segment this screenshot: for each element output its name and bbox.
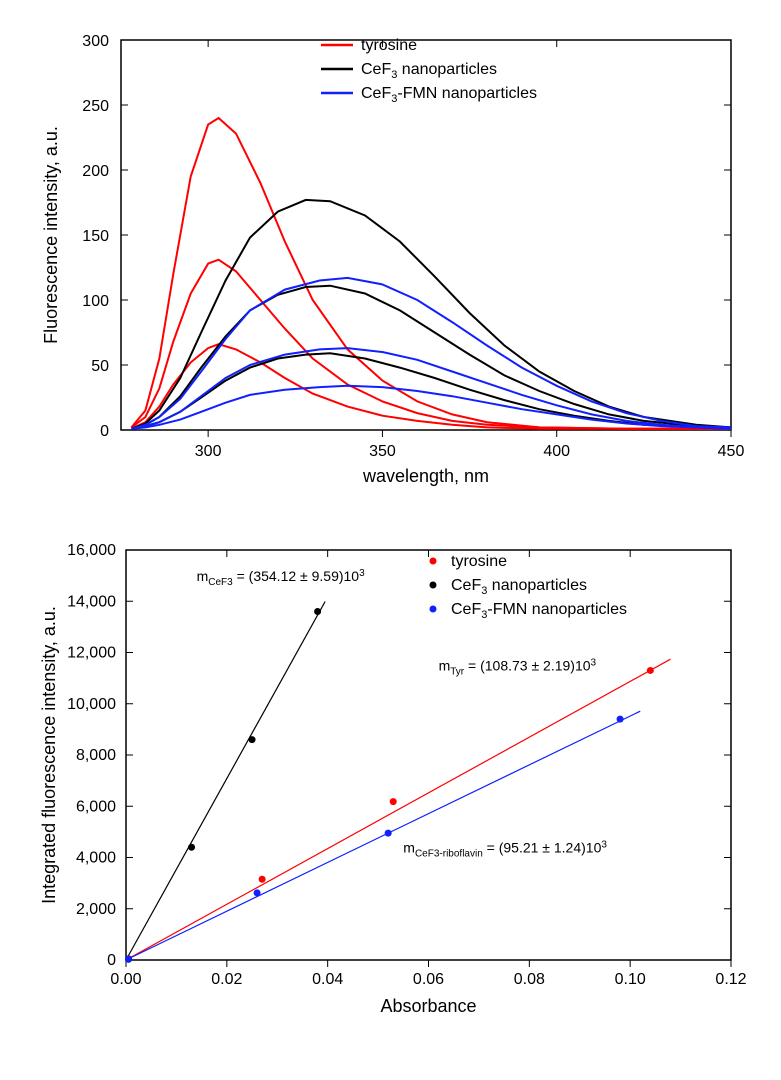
- svg-text:mTyr = (108.73 ± 2.19)103: mTyr = (108.73 ± 2.19)103: [438, 657, 596, 677]
- svg-text:4,000: 4,000: [75, 850, 115, 867]
- integrated-fluorescence-chart: 0.00 0.02 0.04 0.06 0.08 0.10 0.12 0 2,000 4,000 6…: [31, 530, 751, 1030]
- svg-text:350: 350: [369, 443, 396, 460]
- svg-text:0.10: 0.10: [614, 971, 645, 988]
- svg-text:0.00: 0.00: [110, 971, 141, 988]
- svg-text:0.04: 0.04: [312, 971, 343, 988]
- svg-text:14,000: 14,000: [67, 593, 116, 610]
- svg-text:450: 450: [717, 443, 744, 460]
- svg-text:Integrated fluorescence intens: Integrated fluorescence intensity, a.u.: [39, 606, 59, 904]
- chart1-svg: 300 350 400 450 0 50 100 150 200 250 300 wavelength…: [31, 20, 751, 500]
- svg-text:50: 50: [91, 358, 109, 375]
- svg-text:6,000: 6,000: [75, 798, 115, 815]
- svg-text:12,000: 12,000: [67, 645, 116, 662]
- svg-text:200: 200: [82, 163, 109, 180]
- svg-text:2,000: 2,000: [75, 901, 115, 918]
- svg-text:CeF3-FMN nanoparticles: CeF3-FMN nanoparticles: [451, 601, 627, 621]
- fluorescence-spectra-chart: 300 350 400 450 0 50 100 150 200 250 300 wavelength…: [31, 20, 751, 500]
- svg-text:0: 0: [107, 952, 116, 969]
- svg-text:8,000: 8,000: [75, 747, 115, 764]
- svg-text:mCeF3 = (354.12 ± 9.59)103: mCeF3 = (354.12 ± 9.59)103: [196, 568, 365, 588]
- chart2-svg: 0.00 0.02 0.04 0.06 0.08 0.10 0.12 0 2,000 4,000 6…: [31, 530, 751, 1030]
- svg-text:300: 300: [82, 33, 109, 50]
- svg-text:400: 400: [543, 443, 570, 460]
- svg-text:tyrosine: tyrosine: [451, 553, 507, 570]
- svg-text:wavelength, nm: wavelength, nm: [361, 466, 488, 486]
- svg-text:CeF3 nanoparticles: CeF3 nanoparticles: [361, 61, 497, 81]
- svg-text:100: 100: [82, 293, 109, 310]
- svg-text:CeF3 nanoparticles: CeF3 nanoparticles: [451, 577, 587, 597]
- svg-text:10,000: 10,000: [67, 696, 116, 713]
- svg-text:tyrosine: tyrosine: [361, 37, 417, 54]
- svg-text:150: 150: [82, 228, 109, 245]
- svg-text:250: 250: [82, 98, 109, 115]
- svg-text:Absorbance: Absorbance: [380, 996, 476, 1016]
- svg-text:0.06: 0.06: [412, 971, 443, 988]
- svg-text:0: 0: [100, 423, 109, 440]
- svg-text:mCeF3-riboflavin = (95.21 ± 1.: mCeF3-riboflavin = (95.21 ± 1.24)103: [403, 839, 607, 859]
- svg-text:0.02: 0.02: [211, 971, 242, 988]
- svg-text:300: 300: [194, 443, 221, 460]
- svg-text:0.08: 0.08: [513, 971, 544, 988]
- svg-text:16,000: 16,000: [67, 542, 116, 559]
- svg-text:Fluorescence intensity, a.u.: Fluorescence intensity, a.u.: [41, 126, 61, 344]
- svg-text:CeF3-FMN nanoparticles: CeF3-FMN nanoparticles: [361, 85, 537, 105]
- svg-text:0.12: 0.12: [715, 971, 746, 988]
